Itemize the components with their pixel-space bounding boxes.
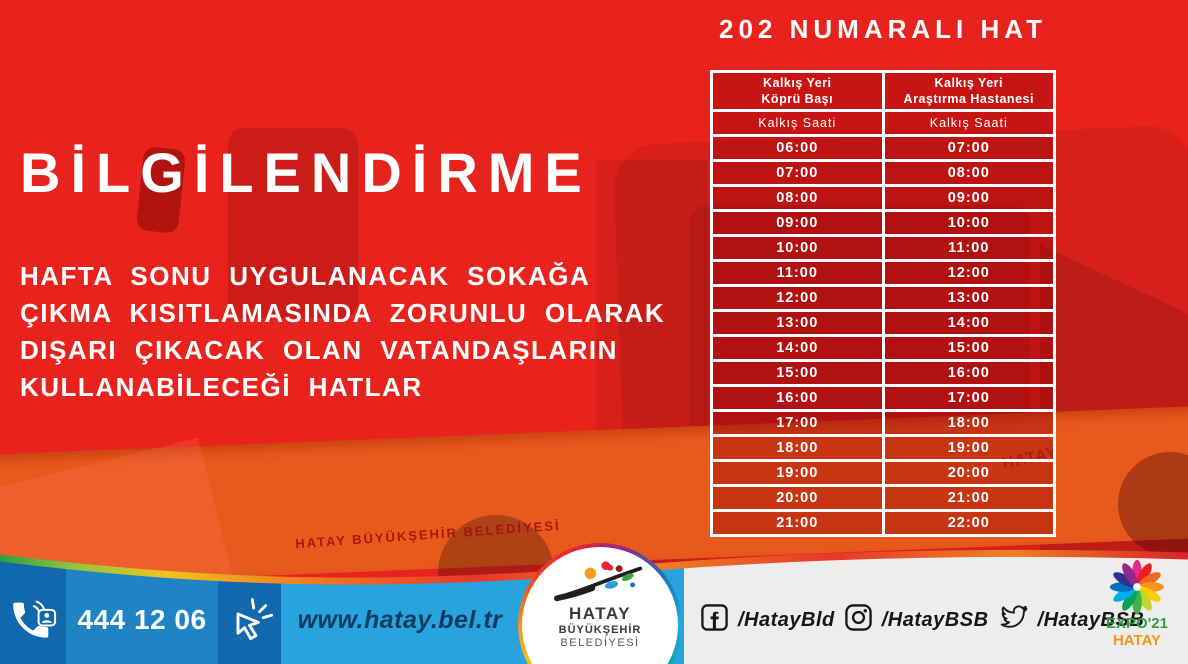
schedule-row: 12:00 13:00	[710, 284, 1056, 312]
departure-time-cell: 19:00	[881, 434, 1056, 462]
footer-social-segment	[684, 553, 1188, 664]
departure-time-cell: 15:00	[881, 334, 1056, 362]
departure-time-cell: 17:00	[881, 384, 1056, 412]
departure-time-cell: 13:00	[710, 309, 885, 337]
departure-time-cell: 21:00	[710, 509, 885, 537]
departure-time-cell: 14:00	[881, 309, 1056, 337]
col-header-origin-1: Kalkış Yeri Köprü Başı	[710, 70, 885, 112]
departure-time-cell: 22:00	[881, 509, 1056, 537]
schedule-row: 10:00 11:00	[710, 234, 1056, 262]
departure-time-cell: 10:00	[710, 234, 885, 262]
schedule-row: 20:00 21:00	[710, 484, 1056, 512]
logo-text-buyuksehir: BÜYÜKŞEHİR	[558, 623, 642, 636]
facebook-icon[interactable]	[700, 603, 729, 637]
departure-time-cell: 14:00	[710, 334, 885, 362]
departure-time-cell: 06:00	[710, 134, 885, 162]
twitter-handle[interactable]: /HatayBSB	[1037, 608, 1145, 631]
departure-time-cell: 09:00	[881, 184, 1056, 212]
expo21-logo: EXPO'21 HATAY	[1093, 558, 1181, 649]
schedule-row: 11:00 12:00	[710, 259, 1056, 287]
departure-time-cell: 08:00	[881, 159, 1056, 187]
schedule-row: 09:00 10:00	[710, 209, 1056, 237]
expo-pinwheel-icon	[1109, 559, 1165, 615]
route-title: 202 NUMARALI HAT	[719, 14, 1047, 44]
departure-time-cell: 16:00	[710, 384, 885, 412]
departure-time-cell: 13:00	[881, 284, 1056, 312]
departure-time-cell: 19:00	[710, 459, 885, 487]
schedule-row: 08:00 09:00	[710, 184, 1056, 212]
info-body: HAFTA SONU UYGULANACAK SOKAĞA ÇIKMA KISI…	[20, 261, 666, 402]
departure-time-cell: 18:00	[710, 434, 885, 462]
col-subheader-2: Kalkış Saati	[881, 109, 1056, 137]
departure-time-cell: 20:00	[710, 484, 885, 512]
schedule-row: 19:00 20:00	[710, 459, 1056, 487]
departure-time-cell: 07:00	[881, 134, 1056, 162]
departure-time-cell: 11:00	[881, 234, 1056, 262]
departure-time-cell: 12:00	[881, 259, 1056, 287]
schedule-header-row: Kalkış Yeri Köprü Başı Kalkış Yeri Araşt…	[710, 70, 1056, 112]
cursor-click-icon	[224, 594, 276, 646]
schedule-row: 13:00 14:00	[710, 309, 1056, 337]
phone-number[interactable]: 444 12 06	[77, 604, 207, 635]
departure-time-cell: 16:00	[881, 359, 1056, 387]
schedule-row: 21:00 22:00	[710, 509, 1056, 537]
logo-text-hatay: HATAY	[569, 604, 631, 623]
instagram-handle[interactable]: /HatayBSB	[881, 608, 989, 631]
logo-text-belediyesi: BELEDİYESİ	[560, 636, 640, 649]
schedule-row: 17:00 18:00	[710, 409, 1056, 437]
col-subheader-1: Kalkış Saati	[710, 109, 885, 137]
info-title: BİLGİLENDİRME	[20, 141, 592, 204]
expo-text-line2: HATAY	[1112, 631, 1162, 649]
departure-time-cell: 11:00	[710, 259, 885, 287]
departure-time-cell: 12:00	[710, 284, 885, 312]
schedule-row: 06:00 07:00	[710, 134, 1056, 162]
departure-time-cell: 15:00	[710, 359, 885, 387]
departure-time-cell: 21:00	[881, 484, 1056, 512]
social-links: /HatayBld /HatayBSB /HatayBSB	[700, 598, 1144, 642]
hatay-swoosh-icon	[554, 561, 643, 602]
schedule-row: 15:00 16:00	[710, 359, 1056, 387]
schedule-table: Kalkış Yeri Köprü Başı Kalkış Yeri Araşt…	[710, 70, 1056, 537]
footer-phone-icon-segment	[0, 553, 66, 664]
departure-time-cell: 17:00	[710, 409, 885, 437]
departure-time-cell: 18:00	[881, 409, 1056, 437]
departure-time-cell: 20:00	[881, 459, 1056, 487]
expo-text-line1: EXPO'21	[1106, 615, 1168, 632]
bus-front-shadow	[1040, 244, 1188, 580]
schedule-subheader-row: Kalkış Saati Kalkış Saati	[710, 109, 1056, 137]
schedule-rows: 06:00 07:00 07:00 08:00 08:00 09:00 09:00 10:00…	[710, 134, 1056, 537]
instagram-icon[interactable]	[844, 603, 873, 637]
departure-time-cell: 10:00	[881, 209, 1056, 237]
schedule-row: 07:00 08:00	[710, 159, 1056, 187]
schedule-row: 16:00 17:00	[710, 384, 1056, 412]
twitter-icon[interactable]	[998, 604, 1029, 636]
departure-time-cell: 09:00	[710, 209, 885, 237]
facebook-handle[interactable]: /HatayBld	[738, 608, 835, 631]
phone-support-icon	[10, 596, 58, 644]
departure-time-cell: 08:00	[710, 184, 885, 212]
municipality-logo: HATAY BÜYÜKŞEHİR BELEDİYESİ	[518, 543, 682, 664]
col-header-origin-2: Kalkış Yeri Araştırma Hastanesi	[881, 70, 1056, 112]
schedule-row: 18:00 19:00	[710, 434, 1056, 462]
departure-time-cell: 07:00	[710, 159, 885, 187]
website-link[interactable]: www.hatay.bel.tr	[297, 605, 503, 634]
schedule-row: 14:00 15:00	[710, 334, 1056, 362]
